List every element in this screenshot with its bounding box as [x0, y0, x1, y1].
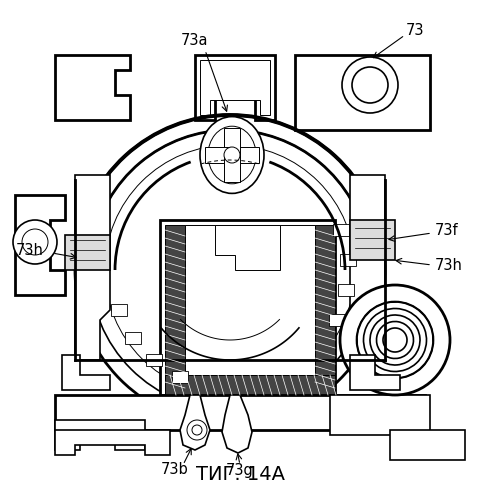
- Text: 73h: 73h: [435, 257, 463, 272]
- Polygon shape: [160, 220, 335, 395]
- Polygon shape: [55, 430, 170, 455]
- Ellipse shape: [200, 117, 264, 194]
- Polygon shape: [222, 395, 252, 453]
- Polygon shape: [329, 314, 345, 326]
- Polygon shape: [390, 430, 465, 460]
- Polygon shape: [195, 55, 275, 120]
- Polygon shape: [75, 175, 110, 360]
- Text: 73f: 73f: [435, 223, 458, 238]
- Polygon shape: [350, 355, 400, 390]
- Polygon shape: [224, 155, 240, 182]
- Polygon shape: [350, 175, 385, 360]
- Text: 73: 73: [406, 22, 424, 37]
- Polygon shape: [350, 220, 395, 260]
- Polygon shape: [55, 395, 425, 430]
- Text: 73g: 73g: [226, 463, 254, 478]
- Text: 73b: 73b: [161, 463, 189, 478]
- Text: 73a: 73a: [181, 32, 209, 47]
- Polygon shape: [339, 253, 356, 265]
- Polygon shape: [165, 375, 335, 395]
- Circle shape: [13, 220, 57, 264]
- Polygon shape: [215, 225, 280, 270]
- Polygon shape: [180, 395, 210, 450]
- Circle shape: [342, 57, 398, 113]
- Polygon shape: [315, 225, 335, 390]
- Polygon shape: [15, 195, 65, 295]
- Polygon shape: [205, 147, 232, 163]
- Text: 73h: 73h: [16, 243, 44, 257]
- Polygon shape: [55, 420, 145, 450]
- Polygon shape: [111, 304, 127, 316]
- Polygon shape: [330, 395, 430, 435]
- Polygon shape: [338, 284, 354, 296]
- Polygon shape: [172, 371, 188, 383]
- Polygon shape: [232, 147, 259, 163]
- Circle shape: [357, 301, 433, 379]
- Polygon shape: [55, 55, 130, 120]
- Polygon shape: [295, 55, 430, 130]
- Polygon shape: [65, 235, 110, 270]
- Circle shape: [340, 285, 450, 395]
- Polygon shape: [200, 60, 270, 115]
- Polygon shape: [125, 332, 141, 344]
- Polygon shape: [224, 128, 240, 155]
- Circle shape: [224, 147, 240, 163]
- Polygon shape: [333, 224, 349, 236]
- Polygon shape: [165, 225, 185, 390]
- Polygon shape: [146, 354, 162, 366]
- Polygon shape: [185, 225, 315, 375]
- Text: ΤИГ. 14A: ΤИГ. 14A: [195, 465, 285, 484]
- Polygon shape: [62, 355, 110, 390]
